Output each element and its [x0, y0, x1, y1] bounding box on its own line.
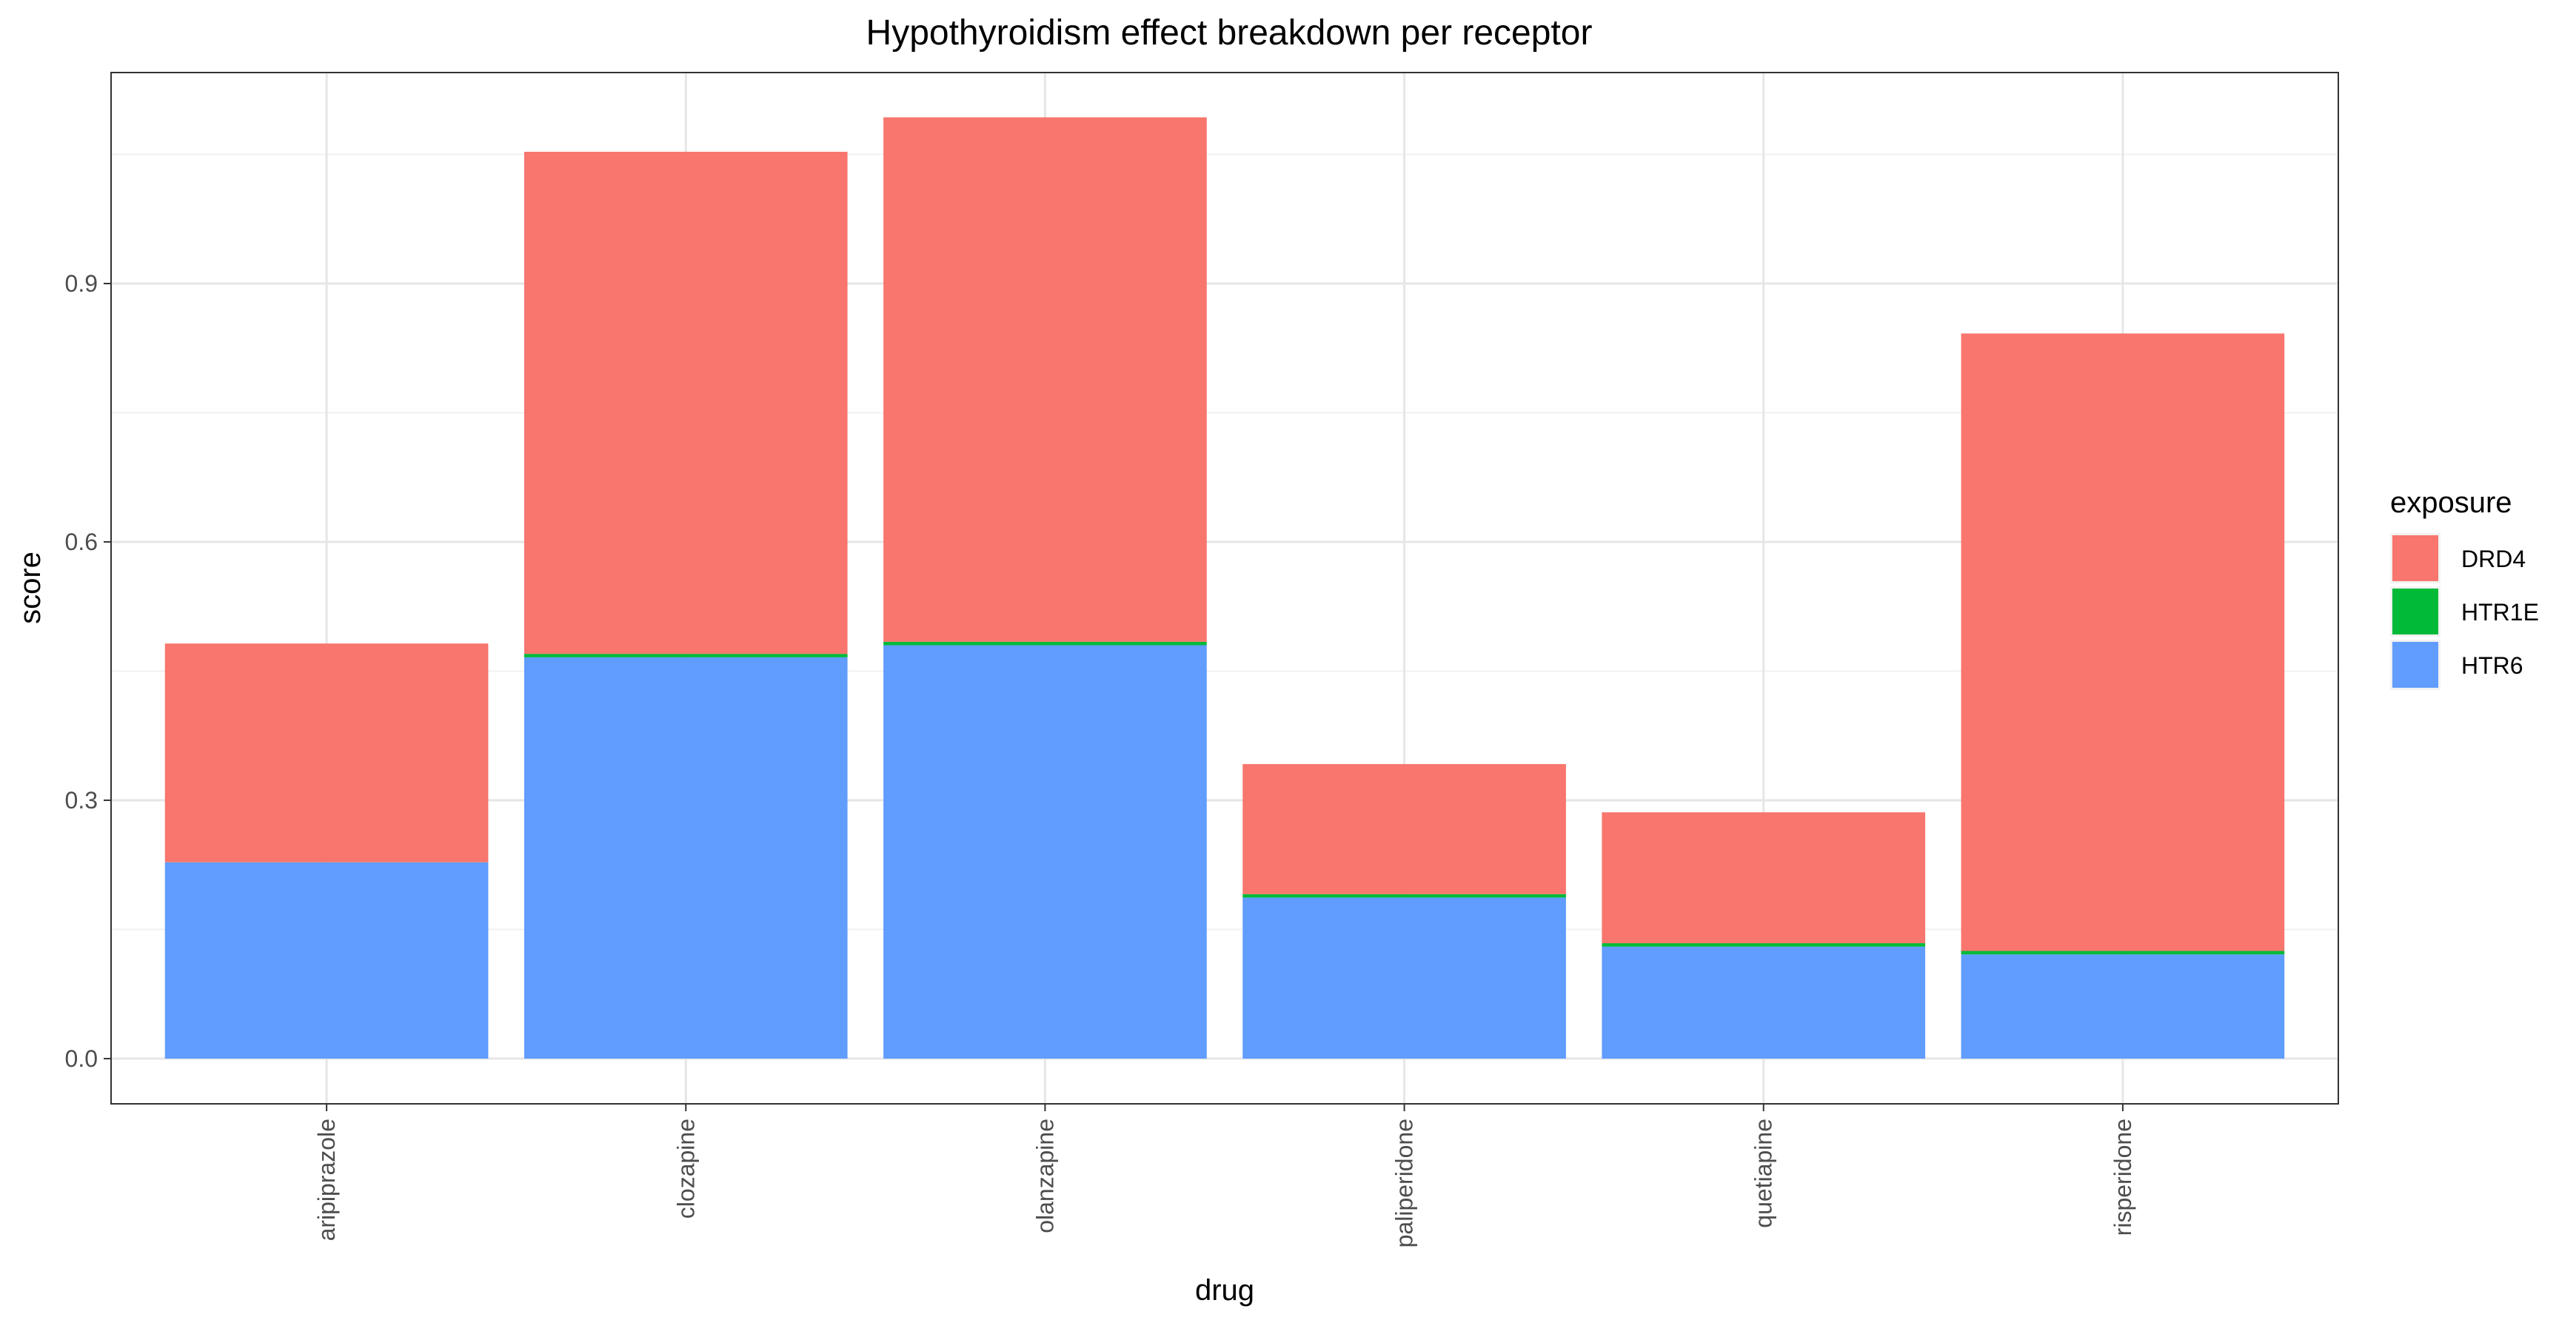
y-axis: 0.0 0.3 0.6 0.9 [65, 270, 111, 1072]
bar-aripiprazole-drd4 [164, 643, 489, 862]
bar-quetiapine-htr1e [1602, 943, 1926, 947]
x-tick-label-risperidone: risperidone [2110, 1119, 2136, 1236]
bar-clozapine-htr1e [523, 654, 848, 657]
bar-paliperidone-drd4 [1242, 764, 1566, 894]
bar-quetiapine-drd4 [1602, 812, 1926, 944]
bar-paliperidone-htr1e [1242, 894, 1566, 898]
y-axis-title: score [14, 552, 47, 624]
bars-layer [164, 117, 2285, 1059]
legend-label-drd4: DRD4 [2461, 546, 2526, 572]
legend-swatch-drd4 [2392, 535, 2438, 581]
bar-clozapine-drd4 [523, 152, 848, 654]
y-tick-label: 0.3 [65, 787, 98, 814]
y-tick-label: 0.0 [65, 1045, 98, 1072]
y-tick-label: 0.9 [65, 270, 98, 297]
x-tick-label-paliperidone: paliperidone [1391, 1119, 1418, 1247]
x-tick-label-clozapine: clozapine [672, 1119, 699, 1219]
legend-label-htr1e: HTR1E [2461, 599, 2539, 626]
x-axis: aripiprazole clozapine olanzapine paliperid… [313, 1104, 2136, 1247]
plot-panel-border [110, 72, 2339, 1105]
legend-swatch-htr1e [2392, 589, 2438, 634]
legend-label-htr6: HTR6 [2461, 652, 2523, 679]
bar-risperidone-htr6 [1961, 954, 2285, 1059]
bar-quetiapine-htr6 [1602, 946, 1926, 1059]
x-tick-label-aripiprazole: aripiprazole [313, 1119, 340, 1241]
legend-swatch-htr6 [2392, 642, 2438, 688]
x-tick-label-quetiapine: quetiapine [1750, 1119, 1777, 1228]
bar-aripiprazole-htr6 [164, 862, 489, 1059]
y-tick-label: 0.6 [65, 529, 98, 555]
bar-olanzapine-htr1e [883, 641, 1207, 646]
x-tick-label-olanzapine: olanzapine [1031, 1119, 1058, 1233]
bar-clozapine-htr6 [523, 657, 848, 1059]
bar-olanzapine-htr6 [883, 645, 1207, 1059]
bar-risperidone-htr1e [1961, 951, 2285, 955]
bar-risperidone-drd4 [1961, 333, 2285, 951]
x-axis-title: drug [1195, 1274, 1254, 1307]
legend-title: exposure [2390, 486, 2512, 519]
bar-paliperidone-htr6 [1242, 897, 1566, 1059]
bar-olanzapine-drd4 [883, 117, 1207, 642]
legend: exposure DRD4 HTR1E HTR6 [2390, 486, 2539, 690]
chart-title: Hypothyroidism effect breakdown per rece… [866, 13, 1593, 53]
